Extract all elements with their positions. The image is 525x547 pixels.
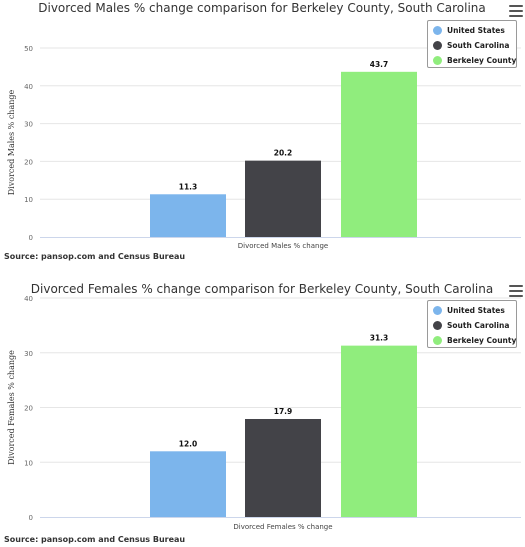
bar-south-carolina bbox=[245, 418, 321, 517]
data-label: 11.3 bbox=[179, 182, 198, 191]
legend-label: Berkeley County bbox=[447, 55, 517, 65]
legend-label: South Carolina bbox=[447, 320, 510, 330]
y-tick-label: 0 bbox=[29, 514, 33, 522]
y-tick-label: 10 bbox=[24, 196, 33, 204]
legend-item-berkeley-county[interactable]: Berkeley County bbox=[428, 333, 516, 347]
y-tick-label: 50 bbox=[24, 45, 33, 53]
y-tick-label: 20 bbox=[24, 158, 33, 166]
legend-item-south-carolina[interactable]: South Carolina bbox=[428, 38, 516, 52]
x-category-label: Divorced Females % change bbox=[233, 523, 332, 531]
legend-label: United States bbox=[447, 305, 505, 315]
x-category-label: Divorced Males % change bbox=[238, 242, 328, 250]
y-tick-label: 0 bbox=[29, 234, 33, 242]
chart-title: Divorced Males % change comparison for B… bbox=[38, 1, 486, 15]
y-tick-label: 20 bbox=[24, 405, 33, 413]
y-tick-label: 30 bbox=[24, 121, 33, 129]
y-tick-label: 30 bbox=[24, 350, 33, 358]
y-tick-label: 40 bbox=[24, 83, 33, 91]
legend-item-united-states[interactable]: United States bbox=[428, 303, 516, 317]
bar-berkeley-county bbox=[341, 71, 417, 238]
legend-item-united-states[interactable]: United States bbox=[428, 23, 516, 37]
chart-panel-females: Divorced Females % change comparison for… bbox=[0, 279, 525, 547]
legend-label: United States bbox=[447, 25, 505, 35]
chart-legend: United States South Carolina Berkeley Co… bbox=[427, 300, 517, 348]
legend-label: South Carolina bbox=[447, 40, 510, 50]
chart-legend: United States South Carolina Berkeley Co… bbox=[427, 20, 517, 68]
y-axis-title: Divorced Females % change bbox=[7, 350, 16, 465]
chart-svg-females: Divorced Females % change comparison for… bbox=[7, 282, 521, 531]
data-label: 17.9 bbox=[274, 407, 293, 416]
legend-item-berkeley-county[interactable]: Berkeley County bbox=[428, 53, 516, 67]
bar-berkeley-county bbox=[341, 345, 417, 517]
y-axis-title: Divorced Males % change bbox=[7, 90, 16, 196]
data-label: 20.2 bbox=[274, 149, 293, 158]
data-label: 12.0 bbox=[179, 439, 198, 448]
data-label: 43.7 bbox=[370, 60, 389, 69]
chart-source-credit: Source: pansop.com and Census Bureau bbox=[4, 535, 186, 544]
legend-marker-icon bbox=[433, 25, 442, 35]
chart-svg-males: Divorced Males % change comparison for B… bbox=[7, 1, 521, 250]
legend-marker-icon bbox=[433, 55, 442, 65]
legend-marker-icon bbox=[433, 40, 442, 50]
legend-marker-icon bbox=[433, 335, 442, 345]
chart-source-credit: Source: pansop.com and Census Bureau bbox=[4, 252, 186, 261]
y-tick-label: 10 bbox=[24, 459, 33, 467]
legend-marker-icon bbox=[433, 305, 442, 315]
bar-south-carolina bbox=[245, 160, 321, 237]
data-label: 31.3 bbox=[370, 334, 389, 343]
chart-menu-icon[interactable] bbox=[509, 5, 523, 17]
bar-united-states bbox=[150, 194, 226, 237]
y-tick-label: 40 bbox=[24, 295, 33, 303]
chart-panel-males: Divorced Males % change comparison for B… bbox=[0, 0, 525, 268]
chart-menu-icon[interactable] bbox=[509, 285, 523, 297]
legend-label: Berkeley County bbox=[447, 335, 517, 345]
chart-title: Divorced Females % change comparison for… bbox=[31, 282, 493, 296]
legend-marker-icon bbox=[433, 320, 442, 330]
legend-item-south-carolina[interactable]: South Carolina bbox=[428, 318, 516, 332]
bar-united-states bbox=[150, 451, 226, 517]
